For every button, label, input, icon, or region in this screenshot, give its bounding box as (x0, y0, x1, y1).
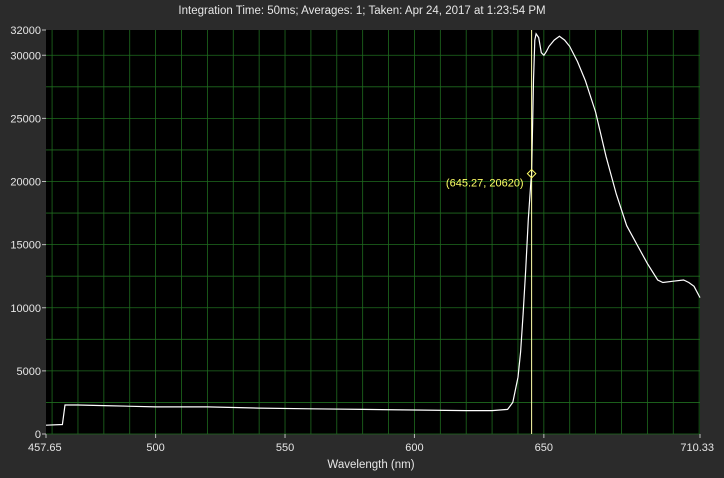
x-tick-label: 710.33 (680, 442, 714, 454)
y-tick-label: 15000 (10, 240, 41, 252)
x-axis-label: Wavelength (nm) (327, 459, 414, 471)
x-tick-label: 500 (146, 442, 164, 454)
grid-lines (46, 30, 700, 435)
x-tick-label: 650 (535, 442, 553, 454)
x-axis: 457.65 500 550 600 650 710.33 (28, 434, 714, 454)
y-axis: 0 5000 10000 15000 20000 25000 30000 32000 (10, 25, 46, 441)
y-tick-label: 10000 (10, 303, 41, 315)
cursor-readout: (645.27, 20620) (446, 178, 524, 190)
y-tick-label: 25000 (10, 113, 41, 125)
cursor-marker[interactable] (526, 168, 537, 179)
y-tick-label: 32000 (10, 25, 41, 37)
acquisition-info: Integration Time: 50ms; Averages: 1; Tak… (178, 5, 546, 17)
y-tick-label: 30000 (10, 50, 41, 62)
y-tick-label: 5000 (17, 366, 41, 378)
plot-area[interactable] (46, 30, 700, 434)
x-tick-label: 457.65 (28, 442, 62, 454)
y-tick-label: 0 (35, 429, 41, 441)
x-tick-label: 550 (276, 442, 294, 454)
spectrum-trace (45, 32, 701, 426)
x-tick-label: 600 (405, 442, 423, 454)
y-tick-label: 20000 (10, 177, 41, 189)
